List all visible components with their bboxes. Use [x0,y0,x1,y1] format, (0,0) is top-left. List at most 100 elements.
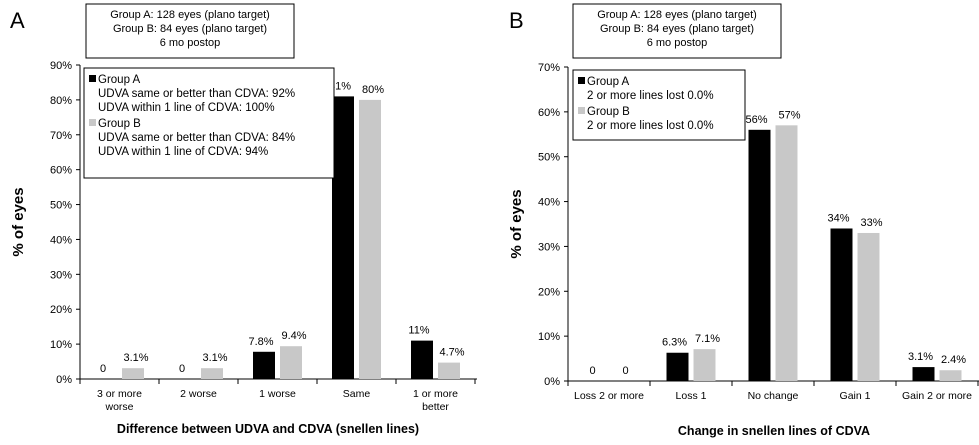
legend-frame [572,69,746,141]
data-label: 0 [589,365,595,377]
bar-group-b [693,349,716,381]
bar-group-b [359,99,381,379]
bar-group-b [775,125,798,381]
legend-swatch [578,77,585,84]
header-line: Group B: 84 eyes (plano target) [600,23,754,35]
bar-group-a [830,228,853,381]
bar-group-b [939,370,962,381]
header-line: Group B: 84 eyes (plano target) [113,23,267,35]
category-group: 6.3% 7.1% Loss 1 [662,333,720,402]
bar-group-a [748,129,771,381]
y-tick-label: 50% [50,200,72,212]
legend: Group A UDVA same or better than CDVA: 92… [83,67,335,179]
header-line: 6 mo postop [160,37,221,49]
header-box-frame [85,3,295,59]
category-group: 56% 57% No change [745,109,800,402]
data-label: 3.1% [202,352,227,364]
legend: Group A 2 or more lines lost 0.0% Group B 2… [572,69,746,141]
data-label: 3.1% [123,352,148,364]
x-tick-label: Same [343,388,371,400]
legend-detail: 2 or more lines lost 0.0% [587,120,714,132]
x-axis-title: Change in snellen lines of CDVA [678,424,870,438]
bar-group-a [332,96,354,380]
data-label: 7.1% [695,333,720,345]
y-tick-label: 60% [50,165,72,177]
x-tick-label: 1 worse [259,388,296,400]
data-label: 34% [827,212,849,224]
legend-detail: UDVA within 1 line of CDVA: 94% [98,146,268,158]
legend-entry: Group A [98,74,141,86]
data-label: 0 [179,363,185,375]
y-tick-label: 20% [538,286,560,298]
y-tick-label: 0% [56,374,72,386]
header-line: Group A: 128 eyes (plano target) [597,9,757,21]
header-line: Group A: 128 eyes (plano target) [110,9,270,21]
y-axis-title: % of eyes [10,187,27,256]
data-label: 2.4% [941,354,966,366]
y-tick-label: 70% [50,130,72,142]
header-box-frame [572,3,782,59]
panel-label: B [509,8,524,33]
y-tick-label: 20% [50,304,72,316]
legend-swatch [89,75,96,82]
panel-label: A [10,8,25,33]
category-group: 7.8% 9.4% 1 worse [248,330,306,400]
data-label: 0 [622,365,628,377]
legend-detail: 2 or more lines lost 0.0% [587,90,714,102]
y-tick-label: 10% [50,339,72,351]
y-tick-label: 50% [538,152,560,164]
y-tick-label: 10% [538,331,560,343]
x-tick-label: worse [104,401,133,413]
legend-detail: UDVA same or better than CDVA: 92% [98,88,295,100]
x-tick-label: better [422,401,449,413]
y-tick-label: 30% [538,241,560,253]
y-tick-label: 80% [50,95,72,107]
legend-detail: UDVA same or better than CDVA: 84% [98,132,295,144]
x-tick-label: Gain 2 or more [902,390,972,402]
x-tick-label: Loss 1 [676,390,707,402]
header-box: Group A: 128 eyes (plano target) Group B:… [572,3,782,59]
panel-b: B 0% 10% 20% 30% 40% 50% 60% 70% 0 0 Loss 2 or more… [508,3,979,438]
data-label: 3.1% [908,351,933,363]
legend-entry: Group B [98,118,141,130]
data-label: 33% [860,217,882,229]
category-group: 0 0 Loss 2 or more [574,365,644,402]
legend-frame [83,67,335,179]
y-axis-title: % of eyes [508,189,525,258]
bar-group-b [122,368,144,379]
bar-group-a [411,340,433,379]
y-tick-label: 60% [538,107,560,119]
bar-group-a [666,352,689,381]
category-group: 34% 33% Gain 1 [827,212,882,402]
header-box: Group A: 128 eyes (plano target) Group B:… [85,3,295,59]
x-tick-label: Loss 2 or more [574,390,644,402]
data-label: 6.3% [662,337,687,349]
y-tick-label: 40% [50,234,72,246]
data-label: 57% [778,109,800,121]
y-tick-label: 70% [538,62,560,74]
data-label: 4.7% [439,347,464,359]
data-label: 81% [329,80,351,92]
bar-group-a [912,367,935,381]
y-tick-label: 30% [50,269,72,281]
x-tick-label: 3 or more [97,388,142,400]
panel-a: A 0% 10% 20% 30% 40% 50% 60% 70% 80% 90% 0 3.1% 3 or … [10,3,477,436]
y-tick-label: 0% [544,376,560,388]
header-line: 6 mo postop [647,37,708,49]
bar-group-b [201,368,223,379]
legend-swatch [89,119,96,126]
x-tick-label: 2 worse [180,388,217,400]
data-label: 56% [745,114,767,126]
bar-group-b [280,346,302,379]
y-tick-label: 90% [50,60,72,72]
data-label: 11% [408,325,429,337]
bar-group-a [253,351,275,379]
x-tick-label: No change [748,390,799,402]
bar-group-b [857,232,880,381]
data-label: 9.4% [281,330,306,342]
data-label: 7.8% [248,336,273,348]
data-label: 0 [100,363,106,375]
x-axis-title: Difference between UDVA and CDVA (snelle… [117,422,419,436]
